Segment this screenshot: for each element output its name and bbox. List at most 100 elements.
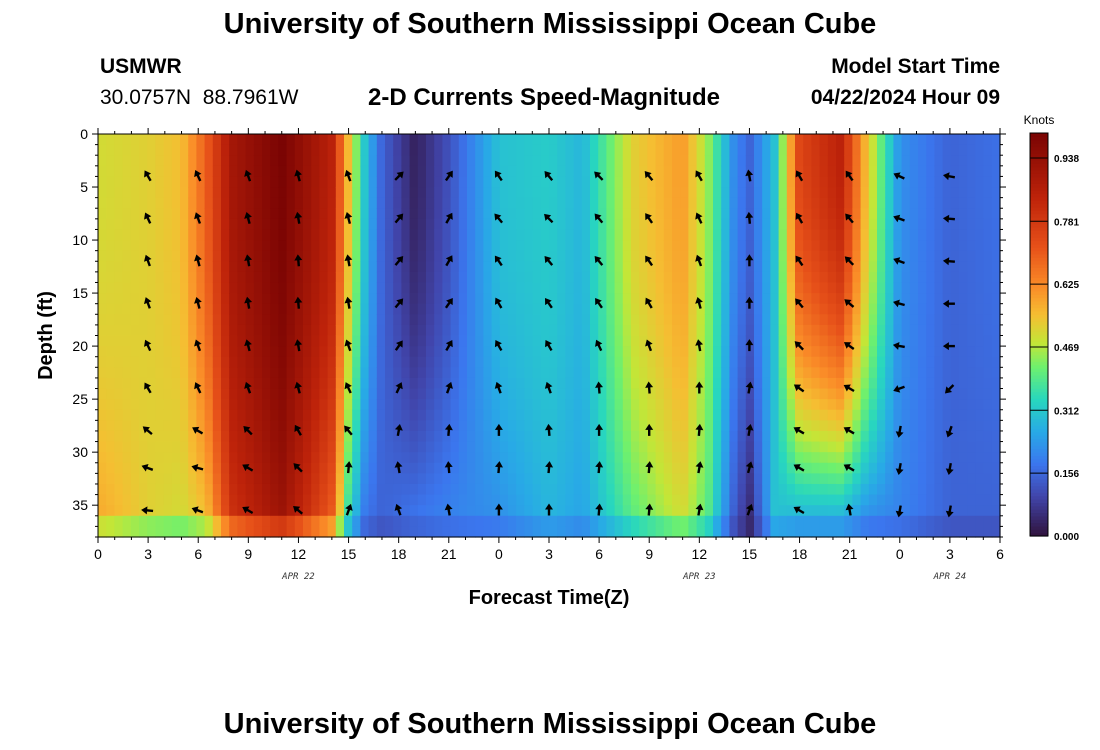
heatmap-cell [614,240,624,252]
heatmap-cell [803,388,812,400]
heatmap-cell [344,229,353,241]
heatmap-cell [827,526,837,538]
heatmap-cell [811,229,821,241]
heatmap-cell [663,473,673,485]
current-arrow [194,170,202,182]
heatmap-cell [868,324,878,337]
heatmap-cell [622,187,632,199]
heatmap-cell [967,526,976,538]
heatmap-cell [803,420,812,432]
heatmap-cell [458,271,468,284]
heatmap-cell [385,282,394,294]
heatmap-cell [918,314,927,326]
heatmap-cell [130,155,140,167]
heatmap-cell [803,282,812,294]
heatmap-cell [737,229,747,241]
heatmap-cell [893,356,903,368]
heatmap-cell [385,197,394,209]
heatmap-cell [704,271,714,284]
heatmap-cell [590,441,599,453]
heatmap-cell [286,229,296,241]
heatmap-cell [499,377,509,390]
heatmap-cell [762,452,771,464]
heatmap-cell [770,346,780,358]
heatmap-cell [106,165,115,178]
heatmap-cell [376,388,386,400]
heatmap-cell [901,240,911,252]
heatmap-cell [335,324,345,337]
heatmap-cell [188,261,197,273]
heatmap-cell [303,314,312,326]
heatmap-cell [688,515,698,527]
heatmap-cell [614,346,624,358]
current-arrow [845,213,854,224]
heatmap-cell [344,377,353,390]
heatmap-cell [147,155,156,167]
heatmap-cell [221,409,230,421]
heatmap-cell [950,515,960,527]
heatmap-cell [335,356,345,368]
heatmap-cell [508,324,517,337]
arrow-head [544,381,553,389]
heatmap-cell [98,377,107,390]
heatmap-cell [237,134,247,146]
heatmap-cell [631,293,640,305]
heatmap-cell [721,155,730,167]
heatmap-cell [852,208,862,220]
heatmap-cell [631,526,640,538]
heatmap-cell [122,399,132,411]
heatmap-cell [409,208,419,220]
heatmap-cell [352,526,361,538]
heatmap-cell [844,473,853,485]
heatmap-cell [557,134,566,146]
heatmap-cell [991,441,1001,453]
heatmap-cell [393,229,402,241]
heatmap-cell [483,473,493,485]
heatmap-cell [967,452,976,464]
heatmap-cell [786,367,796,379]
heatmap-cell [516,346,525,358]
heatmap-cell [688,314,698,326]
heatmap-cell [622,462,632,474]
heatmap-cell [573,208,583,220]
heatmap-cell [918,430,927,443]
heatmap-cell [581,250,591,262]
heatmap-cell [311,452,320,464]
heatmap-cell [253,452,263,464]
heatmap-cell [860,452,870,464]
heatmap-cell [245,399,255,411]
heatmap-cell [491,134,501,146]
heatmap-cell [319,356,329,368]
heatmap-cell [770,515,780,527]
heatmap-cell [196,483,206,496]
heatmap-cell [221,282,230,294]
heatmap-cell [155,303,165,315]
heatmap-cell [959,430,968,443]
heatmap-cell [98,134,107,146]
heatmap-cell [778,282,788,294]
heatmap-cell [417,134,427,146]
heatmap-cell [975,240,985,252]
heatmap-cell [745,494,755,506]
heatmap-cell [450,483,460,496]
heatmap-cell [442,229,452,241]
heatmap-cell [98,526,107,538]
current-arrow [143,297,152,309]
heatmap-cell [663,261,673,273]
heatmap-cell [385,388,394,400]
heatmap-cell [639,473,648,485]
heatmap-cell [688,452,698,464]
heatmap-cell [188,282,197,294]
heatmap-cell [959,356,968,368]
heatmap-cell [868,367,878,379]
heatmap-cell [918,515,927,527]
heatmap-cell [475,134,484,146]
heatmap-cell [335,515,345,527]
heatmap-cell [344,473,353,485]
heatmap-cell [819,441,829,453]
heatmap-cell [737,494,747,506]
heatmap-cell [319,261,329,273]
colorbar-step [1030,401,1048,406]
heatmap-cell [991,293,1001,305]
heatmap-cell [647,218,657,231]
